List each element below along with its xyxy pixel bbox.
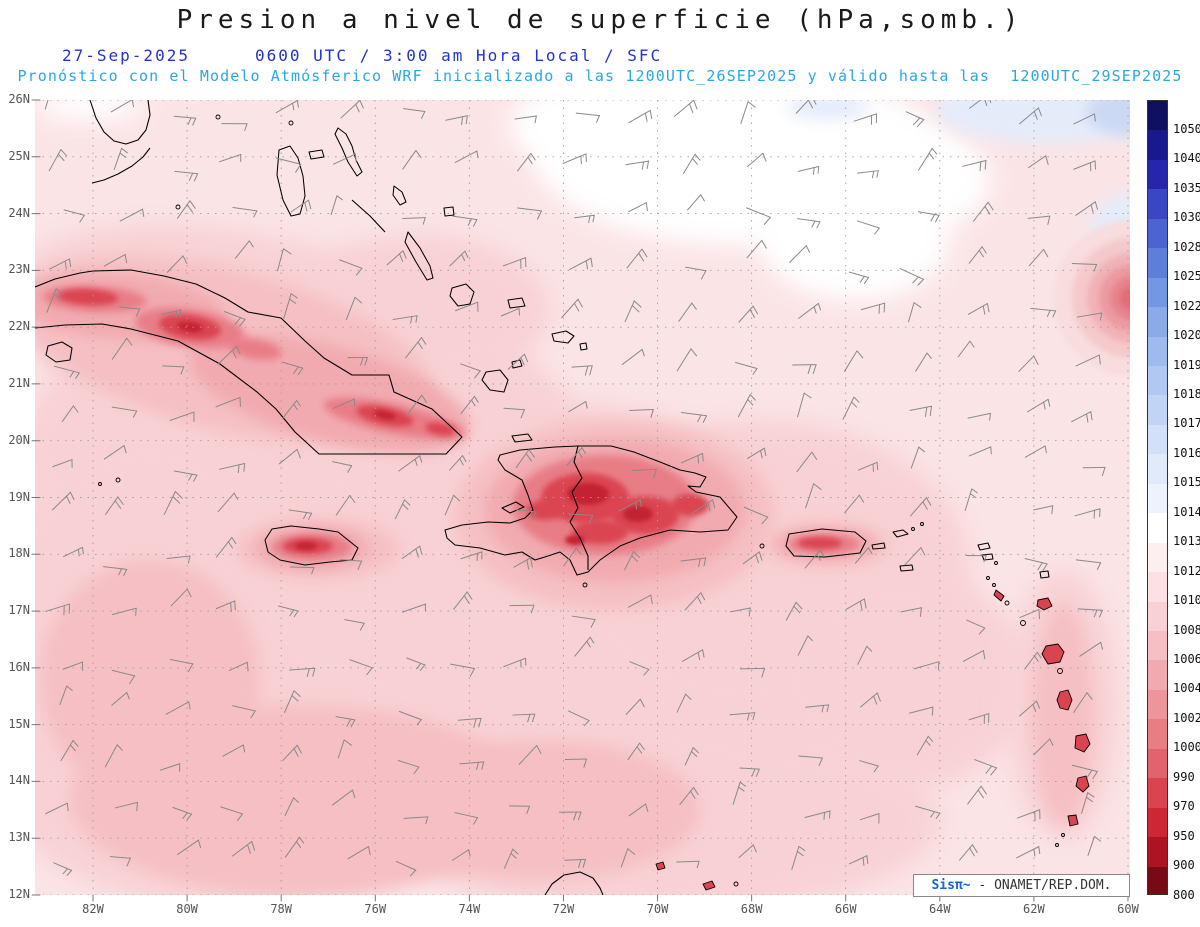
colorbar-tick-label: 1017	[1173, 416, 1200, 431]
lat-tick-label: 13N	[8, 830, 30, 845]
axis-ticks	[31, 99, 1129, 902]
colorbar-tick-label: 1012	[1173, 563, 1200, 578]
lon-tick-label: 70W	[646, 902, 669, 916]
lon-tick-label: 66W	[834, 902, 857, 916]
colorbar-segment	[1148, 807, 1167, 838]
colorbar-tick-label: 1022	[1173, 298, 1200, 313]
lon-tick-label: 76W	[364, 902, 387, 916]
lat-tick-label: 15N	[8, 716, 30, 731]
colorbar-segment	[1148, 572, 1167, 603]
colorbar-tick-label: 1008	[1173, 622, 1200, 637]
lat-tick-label: 20N	[8, 432, 30, 447]
attribution-brand: Sisπ~	[931, 878, 971, 893]
colorbar-segment	[1148, 130, 1167, 161]
colorbar-segment	[1148, 307, 1167, 338]
lat-tick-label: 25N	[8, 148, 30, 163]
lon-tick-label: 62W	[1023, 902, 1045, 916]
colorbar-segment	[1148, 748, 1167, 779]
colorbar-segment	[1148, 277, 1167, 308]
attribution-text: - ONAMET/REP.DOM.	[970, 878, 1112, 893]
lon-tick-label: 74W	[458, 902, 481, 916]
lat-tick-label: 19N	[8, 489, 30, 504]
lat-tick-label: 16N	[8, 659, 30, 674]
colorbar-segment	[1148, 483, 1167, 514]
lat-tick-label: 21N	[8, 375, 30, 390]
grid-lines	[35, 100, 1130, 895]
colorbar-tick-label: 970	[1173, 799, 1195, 814]
colorbar-tick-label: 1028	[1173, 239, 1200, 254]
colorbar-tick-label: 1020	[1173, 328, 1200, 343]
colorbar-tick-label: 1018	[1173, 386, 1200, 401]
pressure-shading	[35, 100, 1130, 895]
colorbar-tick-label: 1030	[1173, 210, 1200, 225]
colorbar-tick-label: 1016	[1173, 445, 1200, 460]
colorbar-segment	[1148, 660, 1167, 691]
colorbar-segment	[1148, 542, 1167, 573]
valid-time-label: 0600 UTC / 3:00 am Hora Local / SFC	[255, 46, 663, 65]
colorbar-tick-label: 1040	[1173, 151, 1200, 166]
colorbar-tick-label: 950	[1173, 828, 1195, 843]
lon-tick-label: 64W	[928, 902, 951, 916]
valid-date-label: 27-Sep-2025	[62, 46, 190, 65]
lon-tick-label: 78W	[270, 902, 293, 916]
colorbar-segment	[1148, 218, 1167, 249]
colorbar-segment	[1148, 837, 1167, 868]
colorbar-segment	[1148, 778, 1167, 809]
lon-tick-label: 60W	[1117, 902, 1139, 916]
colorbar-segment	[1148, 189, 1167, 220]
lat-tick-label: 17N	[8, 603, 30, 618]
colorbar-segment	[1148, 424, 1167, 455]
lat-tick-label: 24N	[8, 205, 30, 220]
colorbar-segment	[1148, 631, 1167, 662]
attribution-badge: Sisπ~ - ONAMET/REP.DOM.	[913, 874, 1130, 897]
colorbar-tick-label: 800	[1173, 887, 1195, 902]
colorbar-tick-label: 1013	[1173, 534, 1200, 549]
colorbar-segment	[1148, 248, 1167, 279]
colorbar-segment	[1148, 336, 1167, 367]
colorbar-tick-label: 1000	[1173, 740, 1200, 755]
lon-tick-label: 80W	[176, 902, 198, 916]
colorbar-segment	[1148, 366, 1167, 397]
lat-tick-label: 22N	[8, 319, 30, 334]
colorbar-segment	[1148, 395, 1167, 426]
forecast-subtitle: Pronóstico con el Modelo Atmósferico WRF…	[17, 67, 1183, 85]
colorbar-tick-label: 1010	[1173, 593, 1200, 608]
lon-tick-label: 68W	[740, 902, 763, 916]
colorbar	[1147, 100, 1168, 895]
colorbar-tick-label: 1050	[1173, 121, 1200, 136]
colorbar-segment	[1148, 866, 1167, 894]
colorbar-tick-label: 900	[1173, 858, 1195, 873]
colorbar-segment	[1148, 454, 1167, 485]
lat-tick-label: 23N	[8, 262, 30, 277]
colorbar-tick-label: 1004	[1173, 681, 1200, 696]
colorbar-segment	[1148, 689, 1167, 720]
colorbar-tick-label: 1025	[1173, 269, 1200, 284]
lat-tick-label: 14N	[8, 773, 30, 788]
colorbar-segment	[1148, 101, 1167, 132]
colorbar-tick-label: 1035	[1173, 180, 1200, 195]
colorbar-tick-label: 1015	[1173, 475, 1200, 490]
colorbar-tick-label: 990	[1173, 769, 1195, 784]
colorbar-tick-label: 1006	[1173, 651, 1200, 666]
colorbar-tick-label: 1002	[1173, 710, 1200, 725]
lat-tick-label: 18N	[8, 546, 30, 561]
colorbar-segment	[1148, 601, 1167, 632]
page-title: Presion a nivel de superficie (hPa,somb.…	[176, 5, 1024, 35]
colorbar-segment	[1148, 513, 1167, 544]
colorbar-segment	[1148, 719, 1167, 750]
lon-tick-label: 72W	[552, 902, 575, 916]
lat-tick-label: 26N	[8, 92, 30, 106]
colorbar-tick-label: 1019	[1173, 357, 1200, 372]
colorbar-segment	[1148, 159, 1167, 190]
lon-tick-label: 82W	[82, 902, 104, 916]
lat-tick-label: 12N	[8, 887, 30, 901]
wind-barbs	[44, 100, 1106, 877]
colorbar-tick-label: 1014	[1173, 504, 1200, 519]
